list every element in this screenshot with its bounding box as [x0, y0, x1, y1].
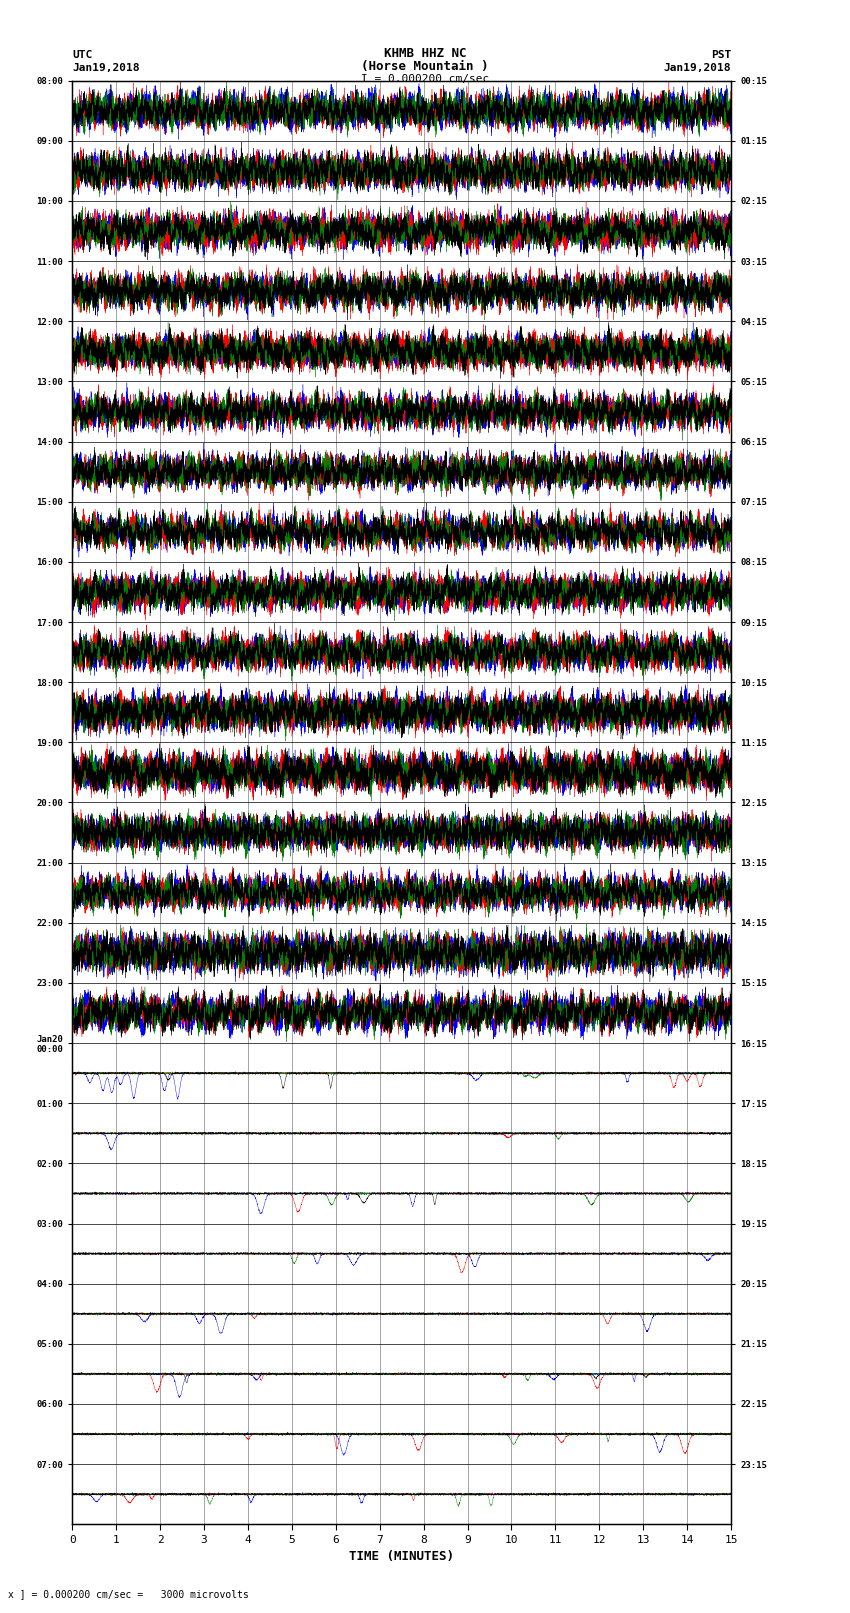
Text: KHMB HHZ NC: KHMB HHZ NC: [383, 47, 467, 60]
Text: I = 0.000200 cm/sec: I = 0.000200 cm/sec: [361, 74, 489, 84]
Text: UTC: UTC: [72, 50, 93, 60]
X-axis label: TIME (MINUTES): TIME (MINUTES): [349, 1550, 454, 1563]
Text: Jan19,2018: Jan19,2018: [72, 63, 139, 73]
Text: (Horse Mountain ): (Horse Mountain ): [361, 60, 489, 73]
Text: Jan19,2018: Jan19,2018: [664, 63, 731, 73]
Text: PST: PST: [711, 50, 731, 60]
Text: x ] = 0.000200 cm/sec =   3000 microvolts: x ] = 0.000200 cm/sec = 3000 microvolts: [8, 1589, 249, 1598]
